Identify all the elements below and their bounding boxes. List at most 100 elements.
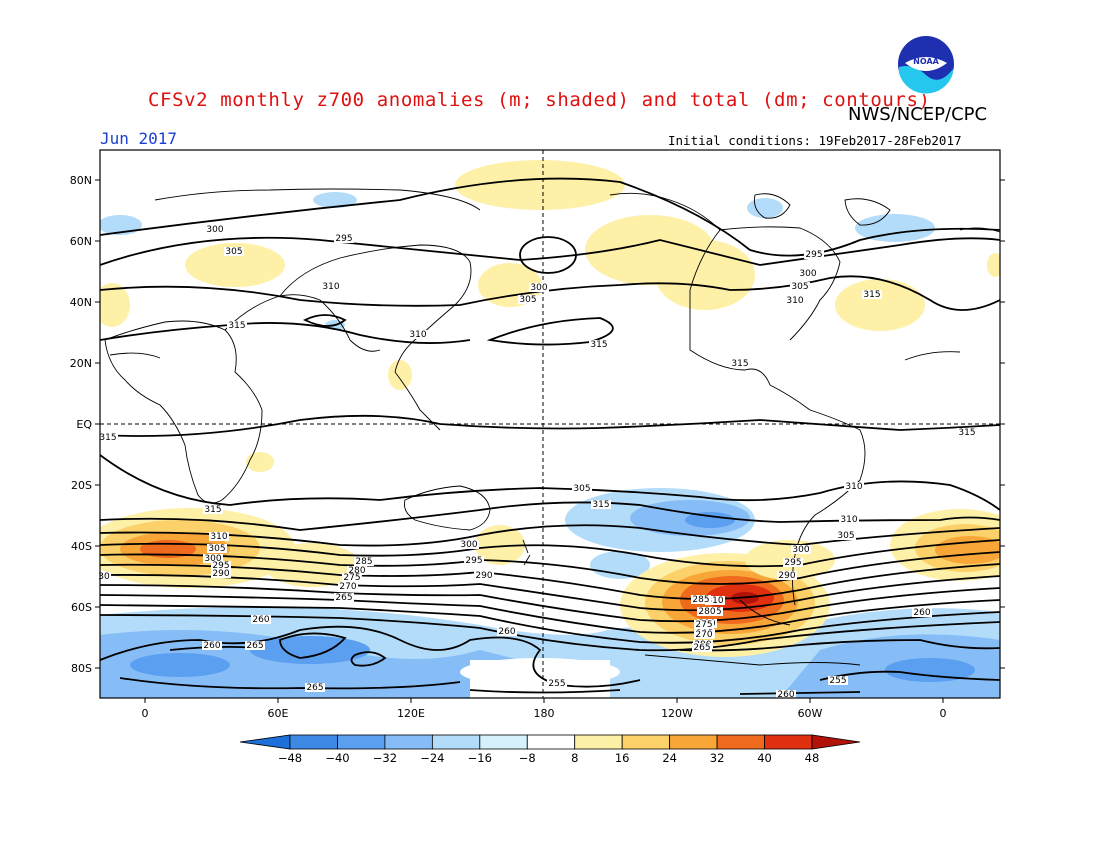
contour-label-bg (862, 290, 882, 299)
colorbar-swatch (431, 734, 481, 750)
contour-label-bg (354, 557, 374, 566)
lat-tick-label: 60S (71, 601, 92, 614)
contour-label: 265 (335, 593, 352, 603)
contour-label: 310 (210, 532, 227, 542)
contour-label: 305 (225, 247, 242, 257)
colorbar-swatch (337, 734, 386, 750)
contour-label: 285 (692, 595, 709, 605)
contour-label: 315 (958, 428, 975, 438)
lat-tick-label: 20N (70, 357, 92, 370)
colorbar-swatch (669, 734, 718, 750)
colorbar-label: 8 (571, 751, 578, 765)
lon-tick-label: 60E (268, 707, 289, 720)
contour-label: 310 (845, 482, 862, 492)
contour-label: 265 (246, 641, 263, 651)
contour-label: 315 (731, 359, 748, 369)
contour-label-bg (798, 269, 818, 278)
colorbar-label: 24 (662, 751, 677, 765)
contour-label: 30 (98, 572, 110, 582)
lat-tick-label: 80N (70, 174, 92, 187)
contour-label-bg (211, 569, 231, 578)
contour-label: 265 (693, 643, 710, 653)
contour-label-bg (836, 531, 856, 540)
contour-label-bg (347, 566, 367, 575)
colorbar-swatch (526, 734, 576, 750)
colorbar-label: −40 (325, 751, 349, 765)
lat-tick-label: 80S (71, 662, 92, 675)
contour-label-bg (207, 544, 227, 553)
contour-label: 260 (203, 641, 220, 651)
colorbar-swatch (574, 734, 623, 750)
contour-label: 295 (784, 558, 801, 568)
height-contours (100, 177, 1000, 695)
contour-label: 295 (805, 250, 822, 260)
contour-label-bg (518, 295, 538, 304)
contour-label-bg (776, 690, 796, 699)
lon-tick-label: 120W (661, 707, 693, 720)
contour-label-bg (828, 676, 848, 685)
colorbar-swatch (621, 734, 671, 750)
contour-label-bg (205, 225, 225, 234)
contour-label: 285 (355, 557, 372, 567)
colorbar-label: −16 (468, 751, 492, 765)
contour-label-bg (321, 282, 341, 291)
colorbar-label: −48 (278, 751, 302, 765)
lat-tick-label: 40N (70, 296, 92, 309)
contour-label-bg (245, 641, 265, 650)
contour-label: 305 (837, 531, 854, 541)
contour-label: 275 (695, 620, 712, 630)
contour-label: 265 (306, 683, 323, 693)
lat-tick-label: EQ (76, 418, 92, 431)
contour-label-bg (338, 582, 358, 591)
contour-label: 275 (343, 573, 360, 583)
contour-label-bg (342, 573, 362, 582)
contour-label: 310 (409, 330, 426, 340)
contour-label-bg (224, 247, 244, 256)
contour-label: 280 (348, 566, 365, 576)
contour-label-bg (497, 627, 517, 636)
contour-label: 300 (460, 540, 477, 550)
colorbar-arrow-low (239, 734, 291, 750)
contour-label-bg (203, 505, 223, 514)
colorbar: −48 −40 −32 −24 −16 −8 8 16 24 32 40 48 (239, 734, 861, 765)
lon-tick-label: 0 (142, 707, 149, 720)
chart-title: CFSv2 monthly z700 anomalies (m; shaded)… (148, 89, 931, 111)
contour-label-bg (804, 250, 824, 259)
lon-tick-label: 180 (534, 707, 555, 720)
contour-label-bg (785, 296, 805, 305)
contour-label-bg (694, 630, 714, 639)
latitude-axis: 80N 60N 40N 20N EQ 20S 40S 60S 80S (70, 174, 1005, 675)
contour-label: 300 (792, 545, 809, 555)
initial-conditions: Initial conditions: 19Feb2017-28Feb2017 (668, 133, 962, 148)
contour-label-bg (211, 561, 231, 570)
contour-label: 315 (590, 340, 607, 350)
contour-label: 270 (339, 582, 356, 592)
contour-label-bg (98, 433, 118, 442)
contour-label: 315 (228, 321, 245, 331)
contour-label: 305 (791, 282, 808, 292)
colorbar-arrow-high (811, 734, 861, 750)
contour-label-bg (203, 554, 223, 563)
contour-label-bg (474, 571, 494, 580)
contour-label: 300 (206, 225, 223, 235)
contour-label: 305 (519, 295, 536, 305)
contour-label-bg (844, 482, 864, 491)
logo-text: NOAA (913, 57, 939, 66)
colorbar-label: 48 (805, 751, 820, 765)
contour-label: 310 (706, 596, 723, 606)
contour-label-bg (839, 515, 859, 524)
contour-label-bg (334, 234, 354, 243)
contour-label: 315 (204, 505, 221, 515)
contour-label-bg (227, 321, 247, 330)
contour-label-bg (464, 556, 484, 565)
contour-label-bg (697, 607, 717, 616)
contour-label-bg (547, 679, 567, 688)
contour-label: 270 (695, 630, 712, 640)
contour-label-bg (251, 615, 271, 624)
colorbar-label: −32 (373, 751, 397, 765)
contour-label: 260 (777, 690, 794, 700)
colorbar-label: 16 (615, 751, 630, 765)
contour-label-bg (209, 532, 229, 541)
contour-label: 295 (335, 234, 352, 244)
